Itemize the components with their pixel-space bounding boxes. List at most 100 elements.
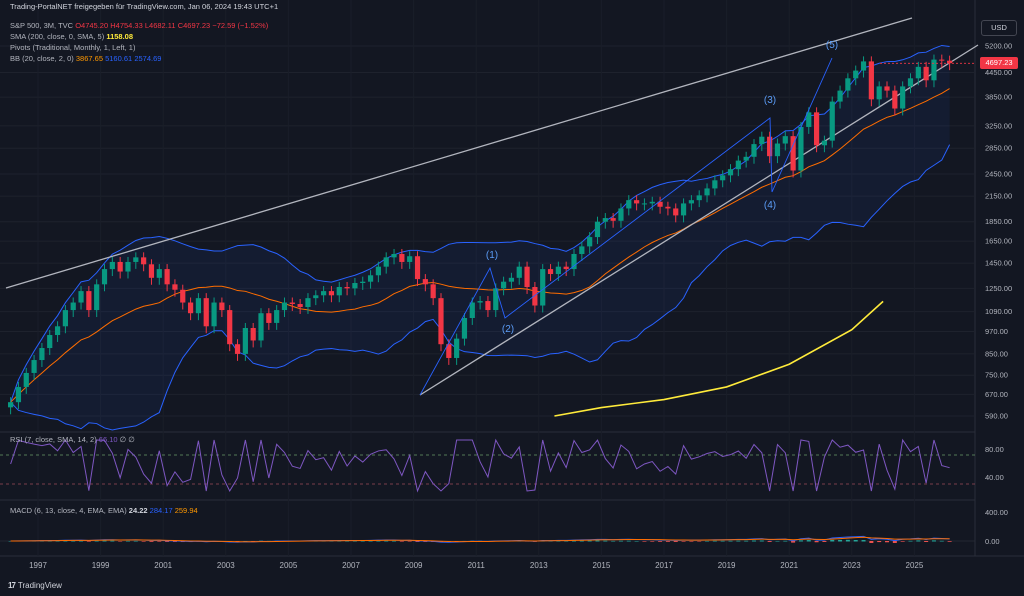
candle-body xyxy=(101,269,108,285)
time-tick-label: 2007 xyxy=(342,561,360,570)
candle-body xyxy=(367,275,374,282)
wave-label: (3) xyxy=(764,95,776,106)
candle-body xyxy=(634,200,640,204)
time-tick-label: 2023 xyxy=(843,561,861,570)
candle-body xyxy=(727,169,734,176)
candle-body xyxy=(180,289,186,303)
candle-body xyxy=(782,136,788,144)
sma-legend[interactable]: SMA (200, close, 0, SMA, 5) 1158.08 xyxy=(10,32,133,42)
rsi-tick-label: 40.00 xyxy=(985,473,1004,482)
candle-body xyxy=(688,200,694,204)
candle-body xyxy=(430,284,436,299)
macd-histogram-bar xyxy=(407,541,412,542)
candle-body xyxy=(399,253,405,262)
candle-body xyxy=(469,302,475,319)
candle-body xyxy=(884,86,890,91)
macd-hist-value: 24.22 xyxy=(128,506,148,515)
price-tick-label: 590.00 xyxy=(985,412,1008,421)
candle-body xyxy=(336,287,342,296)
time-tick-label: 2019 xyxy=(718,561,736,570)
last-price-tag: 4697.23 xyxy=(980,57,1018,69)
candle-body xyxy=(274,310,280,323)
macd-histogram-bar xyxy=(564,540,569,542)
time-tick-label: 2005 xyxy=(280,561,298,570)
candle-body xyxy=(555,266,561,275)
macd-histogram-bar xyxy=(102,540,107,542)
candle-body xyxy=(203,298,209,327)
candle-body xyxy=(939,59,945,61)
candle-body xyxy=(148,264,155,278)
candle-body xyxy=(454,338,460,358)
candle-body xyxy=(39,348,45,361)
candle-body xyxy=(563,266,569,270)
pivots-label: Pivots (Traditional, Monthly, 1, Left, 1… xyxy=(10,43,136,52)
bb-legend[interactable]: BB (20, close, 2, 0) 3867.65 5160.61 257… xyxy=(10,54,161,64)
bb-label: BB (20, close, 2, 0) xyxy=(10,54,74,63)
candle-body xyxy=(195,298,202,314)
candle-body xyxy=(798,126,804,171)
rsi-legend[interactable]: RSI (7, close, SMA, 14, 2) 66.10 ∅ ∅ xyxy=(10,435,135,445)
macd-histogram-bar xyxy=(861,540,866,542)
time-tick-label: 1999 xyxy=(92,561,110,570)
currency-button[interactable]: USD xyxy=(981,20,1017,36)
tradingview-logo-icon: 17 xyxy=(8,581,16,590)
candle-body xyxy=(62,310,68,327)
macd-histogram-bar xyxy=(650,541,655,542)
macd-histogram-bar xyxy=(791,541,796,543)
candle-body xyxy=(500,281,507,289)
macd-histogram-bar xyxy=(775,540,780,542)
candle-body xyxy=(860,61,867,71)
macd-histogram-bar xyxy=(728,540,733,542)
macd-histogram-bar xyxy=(376,540,381,542)
upper-trend-line xyxy=(5,17,913,289)
macd-histogram-bar xyxy=(705,540,710,542)
brand-footer[interactable]: 17 TradingView xyxy=(8,581,62,590)
bb-lower-line xyxy=(10,144,951,431)
candle-body xyxy=(712,180,718,189)
macd-histogram-bar xyxy=(634,540,639,542)
pivots-legend[interactable]: Pivots (Traditional, Monthly, 1, Left, 1… xyxy=(10,43,135,53)
macd-histogram-bar xyxy=(110,540,115,542)
candle-body xyxy=(696,195,702,201)
time-tick-label: 2001 xyxy=(154,561,172,570)
macd-histogram-bar xyxy=(689,541,694,542)
candle-body xyxy=(242,328,248,354)
macd-signal-line xyxy=(10,536,950,543)
ohlc-legend: S&P 500, 3M, TVC O4745.20 H4754.33 L4682… xyxy=(10,21,268,31)
candle-body xyxy=(743,156,749,161)
time-tick-label: 2021 xyxy=(780,561,798,570)
macd-histogram-bar xyxy=(392,540,397,542)
macd-histogram-bar xyxy=(767,541,772,542)
price-tick-label: 5200.00 xyxy=(985,42,1012,51)
price-tick-label: 1450.00 xyxy=(985,259,1012,268)
macd-histogram-bar xyxy=(368,540,373,542)
macd-histogram-bar xyxy=(697,541,702,542)
macd-histogram-bar xyxy=(63,540,68,542)
candle-body xyxy=(281,302,288,311)
price-tick-label: 2850.00 xyxy=(985,144,1012,153)
candle-body xyxy=(907,78,914,87)
macd-legend[interactable]: MACD (6, 13, close, 4, EMA, EMA) 24.22 2… xyxy=(10,506,198,516)
price-tick-label: 2450.00 xyxy=(985,169,1012,178)
bb-upper-line xyxy=(10,44,950,403)
price-tick-label: 750.00 xyxy=(985,371,1008,380)
candle-body xyxy=(876,86,882,100)
candle-body xyxy=(86,291,92,311)
rsi-extra: ∅ ∅ xyxy=(119,435,135,444)
low-value: L4682.11 xyxy=(144,21,176,30)
candle-body xyxy=(524,266,530,288)
price-tick-label: 1090.00 xyxy=(985,307,1012,316)
candle-body xyxy=(767,136,773,157)
candle-body xyxy=(845,78,851,91)
candle-body xyxy=(321,291,327,296)
candle-body xyxy=(78,291,84,303)
candle-body xyxy=(923,66,929,81)
price-tick-label: 970.00 xyxy=(985,327,1008,336)
macd-histogram-bar xyxy=(165,541,170,542)
candle-body xyxy=(602,218,608,222)
candle-body xyxy=(234,344,241,354)
macd-histogram-bar xyxy=(947,541,952,542)
symbol-label[interactable]: S&P 500, 3M, TVC xyxy=(10,21,74,30)
macd-histogram-bar xyxy=(885,541,890,543)
